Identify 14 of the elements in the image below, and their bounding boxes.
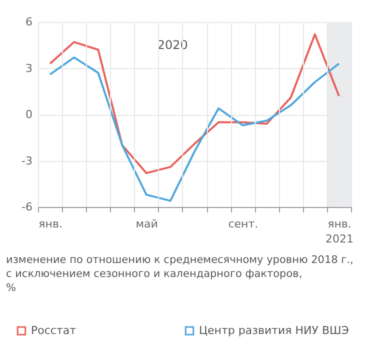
x-tick-label: янв. [38, 218, 62, 230]
text: изменение по отношению к среднемесячному уровню 2018 г., с исключением сезонного и календарного факторов, % [6, 254, 354, 294]
y-tick-label: 6 [26, 16, 32, 28]
x-tick-label: сент. [228, 218, 258, 230]
legend-label: Росстат [31, 324, 77, 337]
y-tick-label: 3 [26, 62, 32, 75]
line-series [49, 33, 340, 174]
line-series [49, 56, 340, 202]
y-tick-label: -6 [22, 200, 32, 214]
y-tick-label: -3 [22, 154, 32, 168]
x-tick-label: янв. 2021 [325, 218, 354, 246]
legend-label: Центр развития НИУ ВШЭ [199, 324, 350, 337]
x-tick-label: май [136, 218, 158, 230]
y-tick-label: 0 [26, 108, 32, 121]
